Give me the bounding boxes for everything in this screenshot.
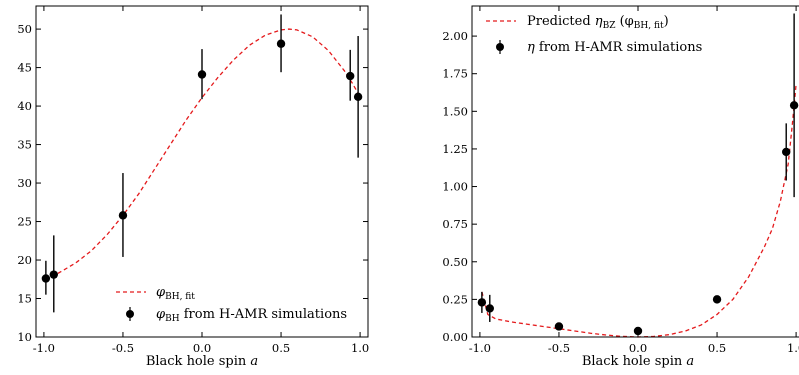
y-tick-label: 1.00 [442,180,468,194]
data-point [554,322,564,331]
y-tick-label: 30 [17,176,32,190]
y-tick-label: 0.75 [442,217,468,231]
data-point [712,295,722,304]
plot-frame [35,5,369,338]
y-tick-label: 45 [17,61,32,75]
y-tick-label: 35 [17,138,32,152]
legend-marker [496,43,504,51]
fit-curve [481,84,797,338]
plot-frame [471,5,799,338]
y-tick-label: 40 [17,99,32,113]
data-point [276,39,286,48]
y-tick-label: 2.00 [442,29,468,43]
chart-eta: -1.0 -0.5 0.0 0.5 1.0 0.00 0.25 0.50 0.75 1.00 1.2… [442,5,799,369]
x-tick-label: 1.0 [351,341,369,355]
y-tick-label: 0.25 [442,292,468,306]
y-tick-label: 1.50 [442,104,468,118]
x-tick-label: -1.0 [33,341,55,355]
legend-label-fit: φBH, fit [156,285,195,302]
data-point [41,274,51,283]
x-tick-label: 0.5 [708,341,726,355]
x-tick-label: 0.0 [193,341,211,355]
y-tick-label: 0.00 [442,330,468,344]
y-tick-label: 10 [17,330,32,344]
x-tick-label: -0.5 [548,341,570,355]
x-tick-label: 1.0 [787,341,799,355]
y-tick-label: 20 [17,253,32,267]
data-point [118,211,128,220]
y-tick-label: 1.25 [442,142,468,156]
x-axis-label: Black hole spin a [146,354,258,369]
y-tick-label: 15 [17,292,32,306]
legend: Predicted ηBZ (φBH, fit) η from H-AMR si… [486,14,702,55]
y-tick-label: 0.50 [442,255,468,269]
fit-curve [51,28,361,278]
legend: φBH, fit φBH from H-AMR simulations [116,285,347,324]
data-point [346,71,355,81]
data-point [633,326,643,336]
chart-phi-bh: -1.0 -0.5 0.0 0.5 1.0 10 15 20 25 30 35 40 45 50 Blac… [17,5,369,369]
data-point [782,147,791,157]
x-tick-label: 0.0 [629,341,647,355]
data-point [477,298,487,307]
x-tick-label: -0.5 [112,341,134,355]
data-point [197,70,207,79]
data-point [49,270,58,279]
x-tick-label: 0.5 [272,341,290,355]
legend-label-predicted: Predicted ηBZ (φBH, fit) [527,14,669,31]
y-tick-label: 25 [17,215,32,229]
legend-marker [126,310,134,318]
x-axis-label: Black hole spin a [582,354,694,369]
legend-label-sim: η from H-AMR simulations [527,40,702,55]
data-point [789,101,799,110]
y-tick-label: 50 [17,22,32,36]
y-tick-label: 1.75 [442,67,468,81]
data-point [485,304,494,313]
x-tick-label: -1.0 [469,341,491,355]
legend-label-sim: φBH from H-AMR simulations [156,307,347,324]
data-point [353,92,363,102]
